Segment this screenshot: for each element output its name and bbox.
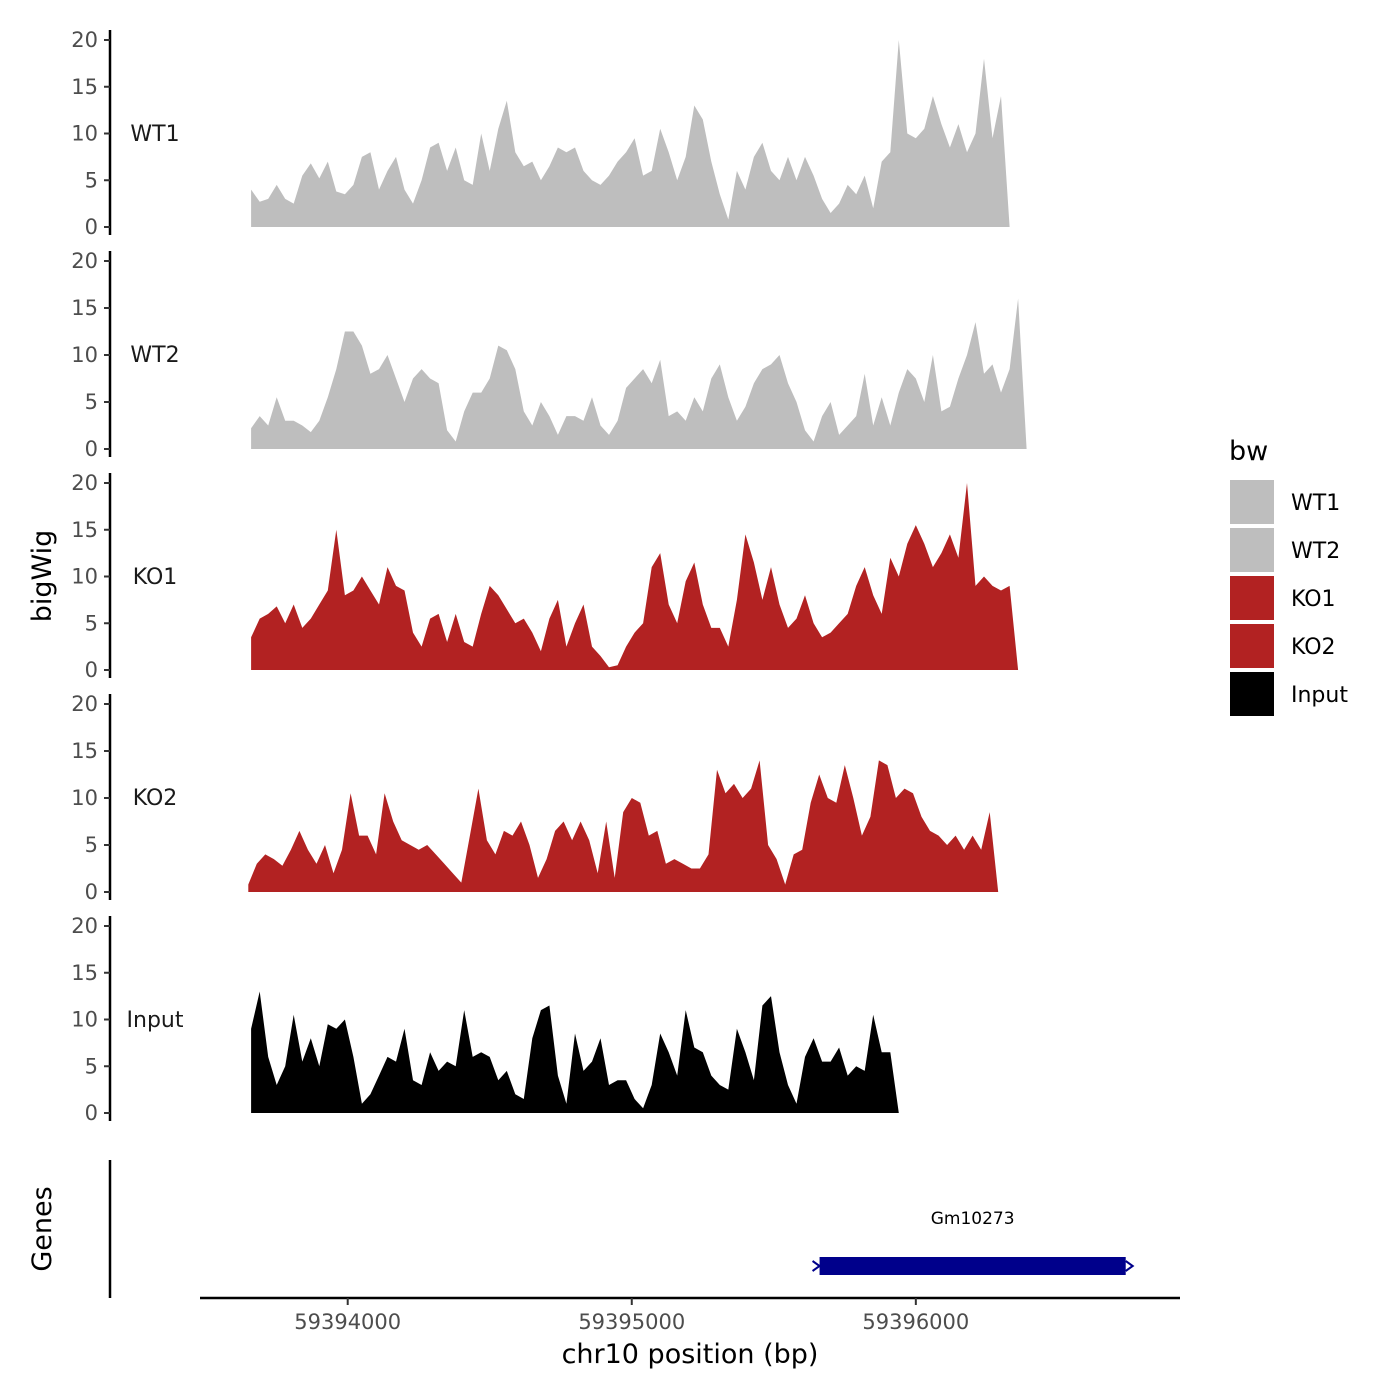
track-label: KO2: [133, 786, 178, 811]
legend-label: KO2: [1291, 635, 1336, 660]
y-tick-label: 15: [71, 739, 98, 763]
legend-entry-ko2: KO2: [1230, 624, 1336, 668]
legend-swatch: [1230, 528, 1274, 572]
legend-entry-wt2: WT2: [1230, 528, 1340, 572]
track-ko2: 0 5 10 15 20 KO2: [71, 692, 1127, 904]
track-label: WT2: [130, 343, 179, 368]
legend-title: bw: [1229, 436, 1268, 467]
y-tick-label: 0: [85, 215, 98, 239]
y-tick-label: 10: [71, 565, 98, 589]
y-tick-label: 15: [71, 296, 98, 320]
gene-body: [819, 1257, 1126, 1275]
y-tick-label: 20: [71, 249, 98, 273]
y-tick-label: 15: [71, 518, 98, 542]
track-ko1: 0 5 10 15 20 KO1: [71, 471, 1129, 682]
x-tick-label: 59395000: [578, 1310, 685, 1334]
y-tick-label: 20: [71, 471, 98, 495]
gene-label: Gm10273: [931, 1209, 1015, 1229]
legend-label: WT1: [1291, 491, 1340, 516]
legend-label: Input: [1291, 683, 1348, 708]
legend-label: KO1: [1291, 587, 1336, 612]
y-tick-label: 0: [85, 658, 98, 682]
legend: bw WT1 WT2 KO1 KO2 Input: [1229, 436, 1348, 716]
gene-gm10273: Gm10273: [811, 1209, 1135, 1275]
y-tick-label: 15: [71, 961, 98, 985]
track-wt2: 0 5 10 15 20 WT2: [71, 249, 1129, 461]
track-label: WT1: [130, 122, 179, 147]
track-area-ko2: [248, 760, 1127, 892]
legend-swatch: [1230, 480, 1274, 524]
legend-entry-wt1: WT1: [1230, 480, 1340, 524]
legend-entry-ko1: KO1: [1230, 576, 1336, 620]
y-axis-title: bigWig: [27, 530, 58, 623]
y-tick-label: 5: [85, 611, 98, 635]
y-tick-label: 10: [71, 786, 98, 810]
track-label: KO1: [133, 565, 178, 590]
legend-swatch: [1230, 624, 1274, 668]
y-tick-label: 5: [85, 1054, 98, 1078]
genes-layer: Gm10273: [108, 1160, 1135, 1298]
x-axis: 59394000 59395000 59396000: [200, 1296, 1180, 1334]
y-tick-label: 0: [85, 437, 98, 461]
legend-swatch: [1230, 576, 1274, 620]
y-tick-label: 20: [71, 28, 98, 52]
legend-swatch: [1230, 672, 1274, 716]
track-area-ko1: [251, 483, 1129, 670]
x-tick-label: 59396000: [862, 1310, 969, 1334]
track-input: 0 5 10 15 20 Input: [71, 914, 1129, 1125]
track-area-wt2: [251, 298, 1129, 449]
x-tick-label: 59394000: [294, 1310, 401, 1334]
x-axis-title: chr10 position (bp): [562, 1339, 819, 1370]
y-tick-label: 5: [85, 168, 98, 192]
track-wt1: 0 5 10 15 20 WT1: [71, 28, 1129, 239]
track-label: Input: [127, 1008, 184, 1033]
track-area-input: [251, 991, 1129, 1113]
track-area-wt1: [251, 40, 1129, 227]
legend-label: WT2: [1291, 539, 1340, 564]
legend-entry-input: Input: [1230, 672, 1348, 716]
y-tick-label: 0: [85, 1101, 98, 1125]
y-tick-label: 20: [71, 692, 98, 716]
y-tick-label: 10: [71, 343, 98, 367]
y-tick-label: 5: [85, 390, 98, 414]
genes-axis-title: Genes: [27, 1186, 58, 1271]
y-tick-label: 20: [71, 914, 98, 938]
y-tick-label: 10: [71, 122, 98, 146]
y-tick-label: 10: [71, 1008, 98, 1032]
gene-strand-arrow: [811, 1260, 822, 1272]
y-tick-label: 5: [85, 833, 98, 857]
y-tick-label: 0: [85, 880, 98, 904]
y-tick-label: 15: [71, 75, 98, 99]
tracks-layer: 0 5 10 15 20 WT1 0 5 10 15 20 WT2 0 5 10 15 20 KO1 0 5 10 15 2…: [71, 28, 1129, 1125]
gene-strand-arrow: [1125, 1260, 1135, 1272]
